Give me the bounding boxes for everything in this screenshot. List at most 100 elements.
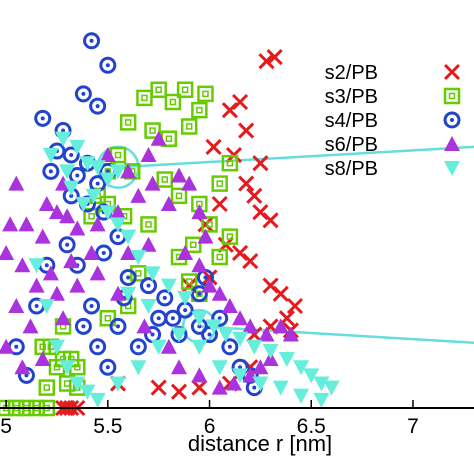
data-point [48, 339, 65, 355]
data-point [0, 244, 15, 260]
data-point [272, 318, 289, 334]
data-point [38, 299, 55, 314]
data-point [238, 122, 255, 139]
data-point [191, 339, 208, 355]
x-ticks: 5 5.5 6 6.5 7 [0, 400, 419, 438]
legend-label: s2/PB [325, 62, 378, 84]
data-point [266, 49, 283, 66]
data-point [164, 93, 182, 111]
data-point [120, 244, 137, 260]
data-point [140, 299, 157, 314]
data-point [170, 187, 188, 205]
data-point [252, 376, 269, 392]
data-point [272, 380, 289, 396]
data-point [293, 388, 310, 404]
legend-marker [443, 63, 461, 81]
data-point [144, 122, 161, 139]
data-point [201, 326, 219, 344]
data-point [232, 310, 249, 326]
x-tick-label: 6.5 [297, 415, 326, 438]
data-point [83, 32, 101, 50]
annotation-line [117, 145, 474, 169]
data-point [232, 368, 249, 384]
legend-marker [444, 136, 460, 151]
legend-label: s3/PB [325, 86, 378, 108]
data-point [190, 285, 208, 303]
data-point [201, 277, 218, 293]
data-point [262, 343, 279, 359]
data-point [136, 89, 153, 107]
data-point [130, 265, 147, 282]
series-s6-pb [0, 130, 299, 395]
data-point [160, 278, 177, 294]
data-point [197, 216, 214, 233]
data-point [22, 318, 39, 334]
data-point [109, 376, 126, 392]
data-point [144, 175, 161, 191]
data-point [191, 311, 208, 327]
data-point [191, 204, 208, 220]
series-s8-pb [28, 131, 340, 408]
data-point [99, 358, 117, 376]
data-point [89, 160, 106, 176]
data-point [160, 196, 177, 211]
data-point [252, 359, 269, 375]
data-point [221, 102, 238, 119]
legend-label: s4/PB [325, 110, 378, 132]
data-point [140, 147, 157, 163]
data-point [293, 360, 310, 376]
data-point [55, 131, 72, 147]
x-axis-label: distance r [nm] [188, 431, 332, 456]
data-point [262, 212, 279, 229]
data-point [38, 379, 56, 396]
data-point [89, 97, 107, 115]
data-point [211, 285, 228, 301]
data-point [171, 167, 188, 183]
data-point [313, 376, 330, 392]
data-point [177, 290, 194, 306]
data-point [69, 277, 86, 293]
x-tick-label: 6 [204, 415, 216, 438]
data-point [211, 175, 228, 192]
data-point [109, 285, 126, 301]
data-point [55, 310, 72, 326]
x-tick-label: 5.5 [93, 415, 122, 438]
data-point [140, 277, 158, 295]
legend-marker [443, 87, 461, 105]
data-point [69, 376, 86, 392]
data-point [191, 101, 208, 119]
data-point [59, 164, 76, 180]
data-point [85, 188, 102, 204]
data-point [180, 273, 198, 290]
data-point [130, 360, 147, 376]
data-point [95, 244, 113, 262]
data-point [130, 250, 147, 266]
data-point [109, 317, 127, 335]
data-point [34, 109, 52, 127]
data-point [8, 298, 25, 313]
data-point [303, 368, 320, 384]
data-point [191, 257, 208, 273]
data-point [42, 148, 59, 164]
data-point [313, 392, 330, 408]
data-point [99, 147, 116, 163]
data-point [42, 162, 60, 180]
data-point [156, 171, 174, 188]
data-point [28, 258, 45, 274]
data-point [48, 285, 65, 301]
data-point [225, 375, 242, 391]
data-point [197, 228, 214, 244]
data-point [129, 338, 147, 356]
data-point [252, 155, 269, 172]
data-point [34, 228, 51, 244]
data-point [74, 85, 92, 103]
data-point [191, 379, 208, 396]
data-point [83, 244, 100, 260]
data-point [221, 228, 239, 245]
data-point [79, 384, 96, 400]
data-point [201, 216, 218, 233]
data-point [211, 360, 228, 376]
data-point [221, 338, 239, 356]
data-point [99, 172, 116, 188]
